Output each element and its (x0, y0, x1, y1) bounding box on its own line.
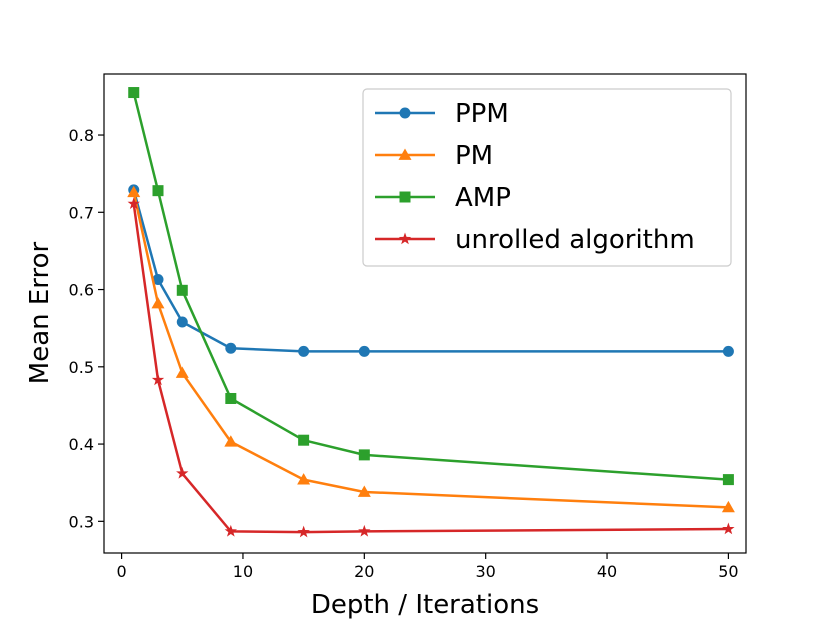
data-point (225, 392, 237, 404)
data-point (127, 185, 141, 198)
data-point (297, 525, 310, 538)
data-point (297, 473, 311, 485)
y-tick-label: 0.7 (69, 203, 94, 222)
data-point (175, 366, 189, 378)
series-unrolled-algorithm (127, 197, 735, 538)
data-point (127, 197, 140, 210)
data-point (358, 345, 370, 357)
data-point (152, 274, 164, 286)
legend-label: PPM (455, 99, 509, 129)
data-point (224, 524, 237, 537)
legend-box (362, 88, 732, 267)
plot-frame (103, 73, 747, 554)
legend-label: PM (455, 141, 493, 171)
y-tick-label: 0.5 (69, 358, 94, 377)
x-tick-label: 20 (354, 562, 374, 581)
data-point (128, 87, 140, 99)
x-tick-label: 50 (718, 562, 738, 581)
y-tick-label: 0.3 (69, 512, 94, 531)
legend-item: AMP (375, 183, 511, 213)
x-tick-label: 40 (597, 562, 617, 581)
x-tick-label: 10 (233, 562, 253, 581)
data-point (358, 524, 371, 537)
data-point (298, 345, 310, 357)
y-axis-title: Mean Error (25, 241, 55, 384)
legend-item: unrolled algorithm (375, 225, 695, 255)
legend-marker (398, 232, 412, 245)
y-tick-label: 0.4 (69, 435, 94, 454)
data-point (721, 500, 735, 513)
axes-layer: 0 10 20 30 40 50 0.3 0.4 0.5 0.6 0.7 0.8 (69, 73, 747, 581)
data-point (722, 474, 734, 486)
legend-item: PM (375, 141, 493, 171)
series-pm (127, 185, 735, 513)
legend-item: PPM (375, 99, 509, 129)
data-point (224, 435, 238, 447)
legend-marker (399, 191, 411, 203)
x-tick-label: 30 (476, 562, 496, 581)
series-amp (128, 87, 734, 486)
y-tick-label: 0.6 (69, 281, 94, 300)
legend-marker (399, 107, 411, 119)
x-tick-label: 0 (117, 562, 127, 581)
data-point (176, 316, 188, 328)
data-point (176, 284, 188, 296)
data-point (298, 434, 310, 446)
data-point (722, 522, 735, 535)
legend-label: AMP (455, 183, 511, 213)
series-layer (127, 87, 735, 538)
data-point (357, 485, 371, 497)
legend: PPM PM AMP unrolled algorithm (362, 88, 732, 267)
data-point (225, 342, 237, 354)
x-axis-title: Depth / Iterations (311, 590, 539, 620)
y-tick-label: 0.8 (69, 126, 94, 145)
data-point (358, 449, 370, 461)
legend-label: unrolled algorithm (455, 225, 695, 255)
legend-marker (398, 148, 412, 160)
data-point (722, 345, 734, 357)
data-point (152, 185, 164, 197)
data-point (151, 373, 165, 386)
data-point (151, 296, 165, 309)
data-point (176, 466, 189, 479)
